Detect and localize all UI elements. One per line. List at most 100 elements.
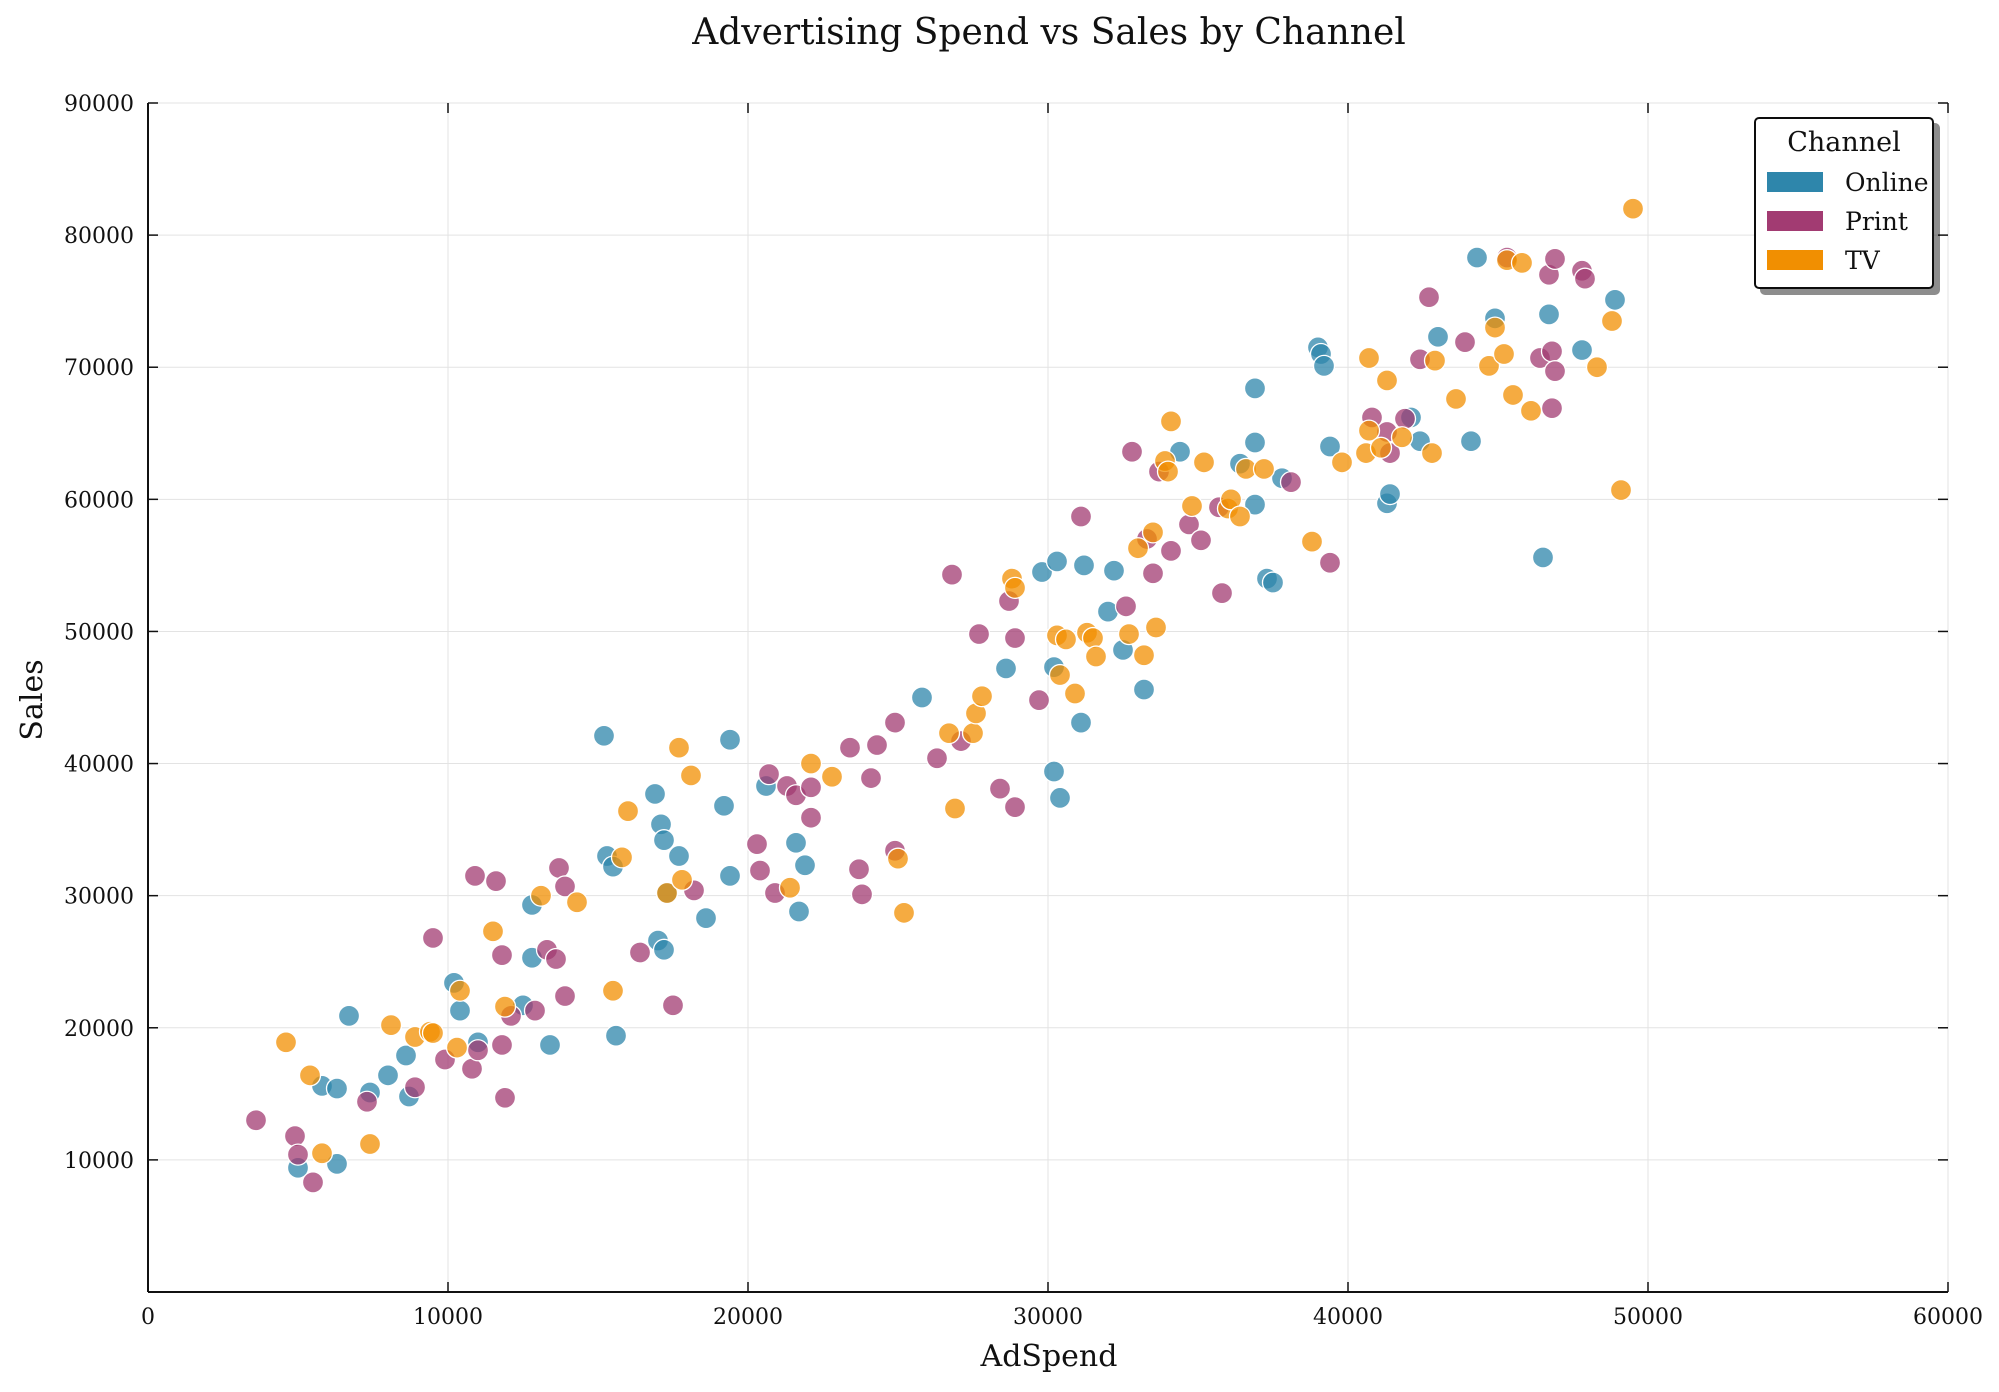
point-print <box>403 1076 427 1099</box>
point-tv <box>1477 354 1501 378</box>
point-print <box>799 776 823 799</box>
point-tv <box>421 1021 445 1045</box>
x-tick-label: 0 <box>141 1305 155 1330</box>
y-tick-label: 90000 <box>64 92 134 117</box>
point-online <box>448 999 472 1022</box>
point-print <box>490 1033 514 1057</box>
point-tv <box>448 979 472 1002</box>
point-tv <box>1420 441 1444 465</box>
point-print <box>1027 688 1051 712</box>
point-tv <box>1621 197 1645 220</box>
point-print <box>1120 440 1144 463</box>
point-print <box>1543 360 1567 383</box>
y-tick-label: 70000 <box>64 356 134 381</box>
point-print <box>1003 796 1027 819</box>
point-print <box>460 1057 484 1080</box>
legend-swatch-tv <box>1767 250 1823 270</box>
x-tick-label: 20000 <box>713 1305 783 1330</box>
point-online <box>718 864 742 887</box>
point-tv <box>481 920 505 943</box>
y-tick-label: 60000 <box>64 488 134 513</box>
point-print <box>463 864 487 887</box>
point-print <box>1189 529 1213 552</box>
point-print <box>1453 330 1477 354</box>
point-tv <box>1159 410 1183 433</box>
y-tick-label: 30000 <box>64 885 134 910</box>
x-tick-label: 30000 <box>1013 1305 1083 1330</box>
point-tv <box>820 765 844 788</box>
legend-label-tv: TV <box>1845 246 1881 275</box>
x-tick-label: 60000 <box>1913 1305 1983 1330</box>
point-print <box>1573 267 1597 290</box>
point-print <box>883 711 907 734</box>
point-print <box>745 832 769 856</box>
point-tv <box>274 1031 298 1054</box>
y-tick-label: 50000 <box>64 620 134 645</box>
point-tv <box>1357 346 1381 370</box>
point-online <box>1045 550 1069 573</box>
point-tv <box>1048 663 1072 687</box>
chart-title: Advertising Spend vs Sales by Channel <box>691 12 1406 53</box>
data-points <box>244 197 1645 1194</box>
y-tick-label: 40000 <box>64 753 134 778</box>
point-tv <box>961 722 985 745</box>
point-online <box>1465 246 1489 269</box>
point-tv <box>1519 399 1543 422</box>
point-online <box>793 854 817 877</box>
legend-box <box>1754 117 1934 289</box>
point-tv <box>1141 521 1165 544</box>
point-online <box>1531 546 1555 569</box>
point-tv <box>799 752 823 775</box>
point-print <box>859 766 883 790</box>
point-tv <box>601 979 625 1002</box>
point-online <box>1243 431 1267 454</box>
point-online <box>1243 377 1267 400</box>
point-online <box>1243 493 1267 516</box>
point-tv <box>616 799 640 823</box>
point-print <box>301 1171 325 1194</box>
point-print <box>1003 626 1027 650</box>
point-print <box>553 875 577 898</box>
point-tv <box>1357 419 1381 442</box>
point-online <box>910 686 934 709</box>
point-tv <box>298 1064 322 1087</box>
point-print <box>838 736 862 759</box>
point-tv <box>565 891 589 914</box>
point-print <box>493 1086 517 1109</box>
point-print <box>1318 551 1342 574</box>
point-online <box>1570 338 1594 362</box>
point-print <box>1114 595 1138 618</box>
point-online <box>1102 559 1126 582</box>
point-tv <box>1300 530 1324 553</box>
axes: 0 10000 20000 30000 40000 50000 60000 10000 2000… <box>64 92 1983 1330</box>
point-print <box>421 926 445 950</box>
point-print <box>1540 397 1564 420</box>
point-online <box>1426 325 1450 348</box>
point-online <box>787 900 811 923</box>
point-print <box>967 622 991 646</box>
point-online <box>376 1064 400 1087</box>
point-print <box>1417 286 1441 309</box>
legend-label-print: Print <box>1845 207 1908 236</box>
point-print <box>490 943 514 967</box>
point-print <box>544 947 568 971</box>
point-tv <box>445 1036 469 1059</box>
point-tv <box>1444 387 1468 411</box>
point-online <box>994 657 1018 680</box>
series-tv <box>274 197 1645 1165</box>
x-tick-label: 40000 <box>1313 1305 1383 1330</box>
point-tv <box>1492 342 1516 366</box>
point-tv <box>310 1142 334 1165</box>
point-print <box>1210 581 1234 605</box>
point-print <box>283 1124 307 1148</box>
point-tv <box>1252 457 1276 481</box>
point-tv <box>670 868 694 891</box>
point-online <box>1072 554 1096 577</box>
point-online <box>538 1033 562 1057</box>
point-print <box>1141 562 1165 585</box>
point-online <box>394 1044 418 1067</box>
point-tv <box>358 1132 382 1156</box>
point-online <box>592 724 616 747</box>
